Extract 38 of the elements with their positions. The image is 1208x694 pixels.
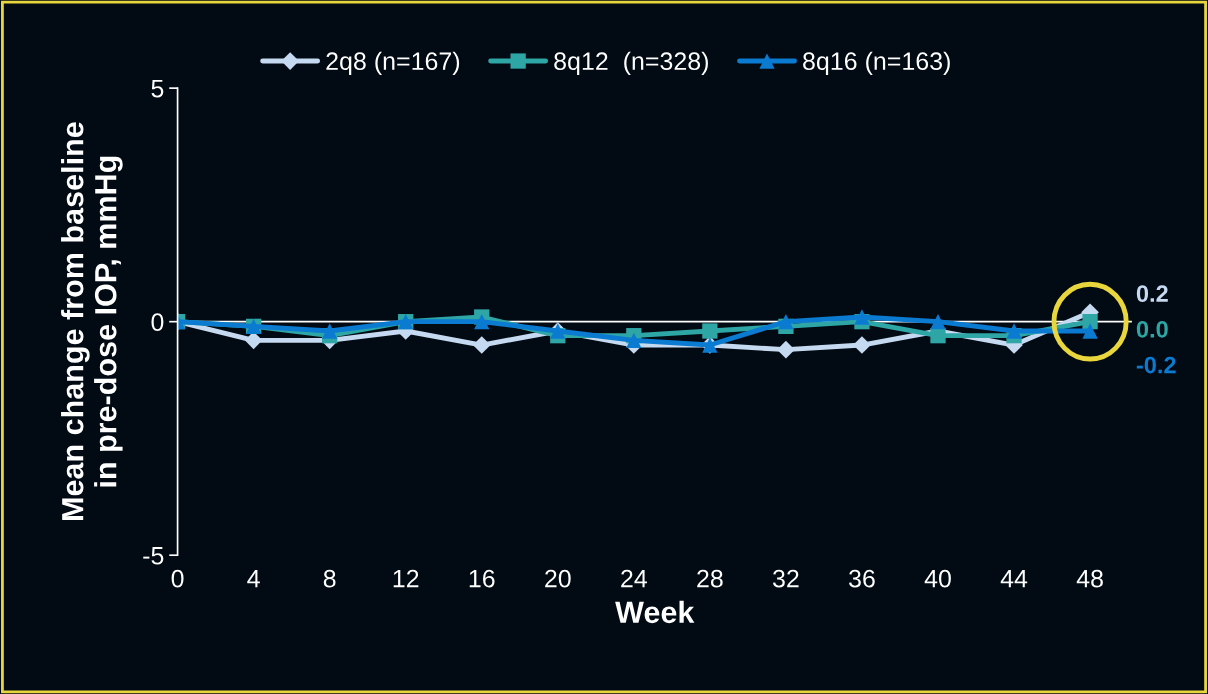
y-axis-title: Mean change from baseline in pre-dose IOP, mmHg <box>61 122 123 520</box>
point <box>474 314 490 330</box>
y-tick-label: -5 <box>143 547 164 565</box>
x-tick-label: 24 <box>621 569 647 588</box>
x-tick-label: 12 <box>393 569 419 588</box>
data-label: -0.2 <box>1136 356 1176 374</box>
point <box>322 323 338 339</box>
point <box>626 332 642 348</box>
point <box>472 336 491 354</box>
point <box>1082 323 1098 339</box>
data-label: 0.2 <box>1136 285 1168 302</box>
x-tick-label: 0 <box>171 569 184 588</box>
x-axis-title: Week <box>615 600 695 624</box>
y-tick-label: 0 <box>151 313 164 331</box>
data-label: 0.0 <box>1136 321 1168 338</box>
point <box>853 336 871 354</box>
point <box>777 340 795 359</box>
legend-label: 8q16 (n=163) <box>803 51 950 75</box>
x-tick-label: 36 <box>849 569 875 588</box>
point <box>702 323 718 339</box>
point <box>1006 323 1022 339</box>
x-tick-label: 32 <box>772 569 799 588</box>
point <box>1082 314 1098 330</box>
x-tick-label: 8 <box>323 569 336 588</box>
x-tick-label: 20 <box>545 569 571 588</box>
x-tick-label: 16 <box>469 569 495 588</box>
legend-label: 2q8 (n=167) <box>326 51 460 75</box>
x-tick-label: 4 <box>247 570 260 588</box>
x-tick-label: 44 <box>1000 570 1028 588</box>
legend-label: 8q12 (n=328) <box>554 51 708 75</box>
x-tick-label: 28 <box>697 569 723 588</box>
point <box>930 314 946 330</box>
x-tick-label: 48 <box>1076 569 1103 588</box>
y-tick-label: 5 <box>151 80 164 98</box>
x-tick-label: 40 <box>924 569 951 588</box>
point <box>854 309 870 325</box>
point <box>930 328 946 344</box>
point <box>778 314 794 330</box>
